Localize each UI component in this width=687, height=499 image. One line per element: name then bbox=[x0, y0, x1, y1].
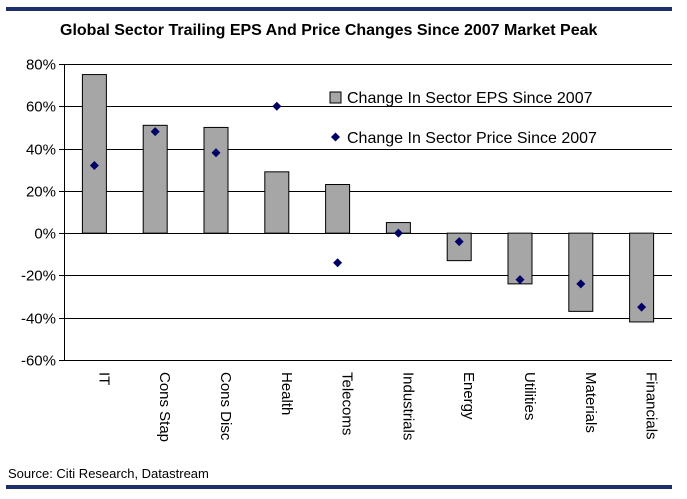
price-marker bbox=[454, 237, 464, 247]
category-label: Utilities bbox=[521, 372, 538, 420]
eps-bar bbox=[629, 232, 655, 323]
category-label: Financials bbox=[643, 372, 660, 440]
y-tick-label: -40% bbox=[21, 311, 56, 328]
y-tick-label: 20% bbox=[26, 184, 56, 201]
y-tick-label: 0% bbox=[34, 226, 56, 243]
y-tick-label: 40% bbox=[26, 142, 56, 159]
source-note: Source: Citi Research, Datastream bbox=[8, 466, 209, 481]
category-label: Health bbox=[278, 372, 295, 415]
category-label: Industrials bbox=[399, 372, 416, 440]
y-tick-label: 80% bbox=[26, 57, 56, 74]
category-label: Cons Disc bbox=[217, 372, 234, 441]
price-marker bbox=[89, 160, 99, 170]
category-label: Energy bbox=[460, 372, 477, 420]
price-marker bbox=[211, 148, 221, 158]
top-rule bbox=[6, 7, 672, 11]
eps-bar bbox=[568, 232, 594, 312]
eps-bar bbox=[203, 126, 229, 234]
legend-label-price: Change In Sector Price Since 2007 bbox=[347, 130, 597, 147]
category-label: Materials bbox=[582, 372, 599, 433]
price-marker bbox=[393, 228, 403, 238]
price-marker bbox=[637, 302, 647, 312]
category-label: Telecoms bbox=[339, 372, 356, 435]
eps-bar bbox=[81, 74, 107, 234]
price-marker bbox=[333, 258, 343, 268]
legend-swatch-price bbox=[331, 132, 340, 142]
legend-label-eps: Change In Sector EPS Since 2007 bbox=[347, 90, 593, 107]
chart-title: Global Sector Trailing EPS And Price Cha… bbox=[60, 22, 598, 39]
price-marker bbox=[576, 279, 586, 289]
price-marker bbox=[515, 275, 525, 285]
price-marker bbox=[272, 101, 282, 111]
y-tick-label: 60% bbox=[26, 99, 56, 116]
category-label: Cons Stap bbox=[156, 372, 173, 442]
y-tick-label: -60% bbox=[21, 353, 56, 370]
eps-bar bbox=[264, 171, 290, 234]
category-label: IT bbox=[95, 372, 112, 385]
eps-bar bbox=[142, 124, 168, 234]
price-marker bbox=[150, 127, 160, 137]
bottom-rule bbox=[6, 485, 672, 489]
y-tick-label: -20% bbox=[21, 268, 56, 285]
legend-swatch-eps bbox=[329, 91, 342, 104]
eps-bar bbox=[325, 184, 351, 234]
